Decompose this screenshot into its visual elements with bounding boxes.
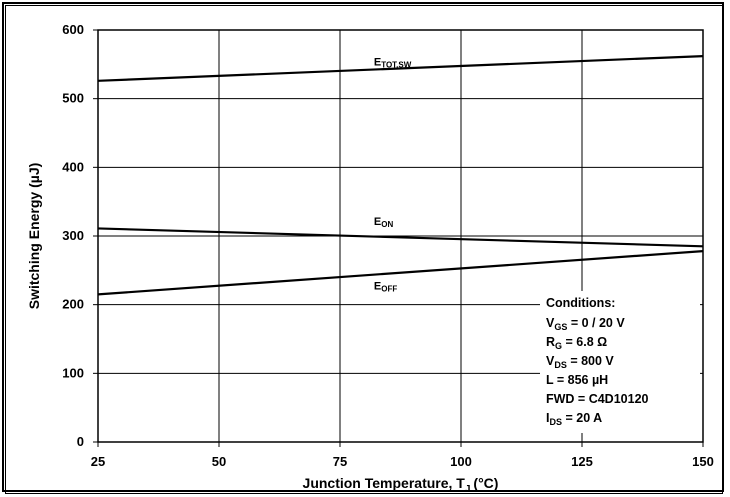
condition-line: RG = 6.8 Ω	[546, 335, 607, 351]
curve-label-off: EOFF	[374, 281, 397, 294]
x-axis-title-text: Junction Temperature, T	[303, 475, 466, 491]
conditions-box	[540, 291, 700, 433]
chart-inner-frame	[5, 5, 723, 494]
condition-line: L = 856 µH	[546, 373, 608, 387]
x-tick-label: 125	[571, 454, 593, 469]
y-tick-label: 400	[62, 159, 84, 174]
condition-line: VGS = 0 / 20 V	[546, 316, 625, 332]
x-tick-label: 25	[91, 454, 105, 469]
condition-line: IDS = 20 A	[546, 411, 602, 427]
series-line-totsw	[97, 54, 704, 82]
x-tick-label: 150	[692, 454, 714, 469]
x-axis-title-sub: J	[465, 484, 471, 495]
series-lines	[97, 54, 704, 296]
curve-label-on: EON	[374, 216, 394, 229]
x-tick-label: 75	[333, 454, 347, 469]
condition-line: FWD = C4D10120	[546, 392, 649, 406]
x-tick-label: 50	[212, 454, 226, 469]
y-tick-labels: 0 100 200 300 400 500 600	[62, 22, 84, 449]
curve-label-totsw: ETOT,SW	[374, 57, 412, 70]
y-tick-label: 300	[62, 228, 84, 243]
plot-area-border	[97, 29, 704, 443]
x-axis-title: Junction Temperature, TJ (°C)	[303, 475, 499, 495]
conditions-annotation: Conditions: VGS = 0 / 20 V RG = 6.8 Ω VDS …	[546, 296, 649, 427]
x-axis-title-unit: (°C)	[473, 475, 498, 491]
condition-line: VDS = 800 V	[546, 354, 614, 370]
chart-outer-frame	[2, 2, 724, 492]
y-axis-title: Switching Energy (µJ)	[26, 163, 42, 310]
y-tick-label: 500	[62, 91, 84, 106]
series-line-off	[97, 250, 704, 296]
x-tick-label: 100	[450, 454, 472, 469]
y-tick-label: 0	[77, 434, 84, 449]
x-tick-labels: 25 50 75 100 125 150	[91, 454, 714, 469]
y-tick-label: 600	[62, 22, 84, 37]
conditions-title: Conditions:	[546, 296, 615, 310]
y-tick-label: 100	[62, 365, 84, 380]
curve-labels: ETOT,SW EON EOFF	[374, 57, 412, 294]
y-tick-label: 200	[62, 297, 84, 312]
series-line-on	[97, 227, 704, 248]
